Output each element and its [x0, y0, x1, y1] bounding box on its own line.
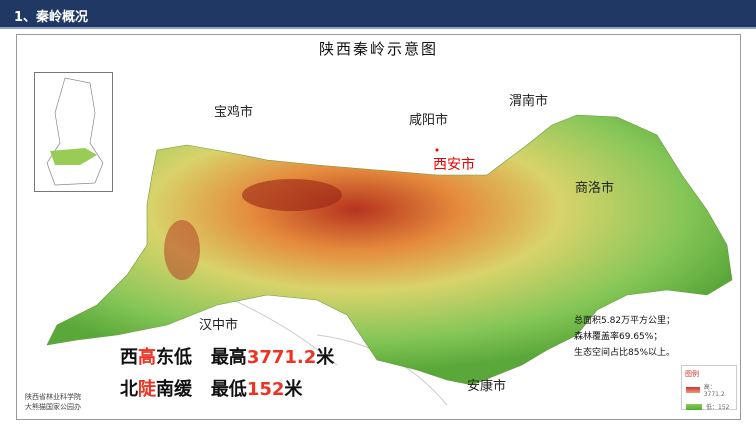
legend-title: 图例 — [685, 370, 699, 378]
city-xian: 西安市 — [433, 157, 475, 173]
city-baoji: 宝鸡市 — [214, 105, 254, 120]
stat-eco: 生态空间占比85%以上。 — [574, 348, 676, 358]
city-ankang: 安康市 — [467, 379, 507, 394]
highlight-line-2: 北陡南缓 最低152米 — [120, 379, 303, 400]
credit: 陕西省林业科学院 大熊猫国家公园办 — [25, 393, 81, 411]
stats-text: 总面积5.82万平方公里； 森林覆盖率69.65%； 生态空间占比85%以上。 — [574, 313, 675, 361]
header-bar: 1、秦岭概况 — [0, 0, 756, 29]
qinling-region — [46, 114, 733, 386]
legend-low-swatch — [686, 403, 702, 410]
stat-area: 总面积5.82万平方公里； — [574, 316, 676, 326]
city-hanzhong: 汉中市 — [199, 318, 239, 333]
city-dot — [435, 148, 439, 152]
legend-high-swatch — [686, 387, 700, 393]
legend-low: 低：152 — [706, 404, 730, 411]
map-title: 陕西秦岭示意图 — [318, 40, 438, 58]
peak-area — [164, 220, 200, 280]
city-weinan: 渭南市 — [509, 94, 549, 109]
section-title: 1、秦岭概况 — [14, 10, 89, 25]
map-frame: 陕西秦岭示意图 宝鸡市 咸阳市 渭南市 西安市 商洛市 汉中市 安康市 西高东低… — [16, 34, 741, 420]
shaanxi-outline — [46, 77, 104, 186]
legend: 图例 高：3771.2 低：152 — [681, 365, 737, 411]
legend-high: 高：3771.2 — [703, 384, 725, 398]
peak-area — [242, 179, 342, 211]
city-shangluo: 商洛市 — [575, 181, 615, 196]
city-xianyang: 咸阳市 — [409, 113, 449, 128]
inset-locator-map — [34, 72, 113, 192]
highlight-line-1: 西高东低 最高3771.2米 — [120, 347, 335, 368]
stat-forest: 森林覆盖率69.65%； — [574, 332, 663, 342]
qinling-terrain-map — [46, 114, 733, 406]
